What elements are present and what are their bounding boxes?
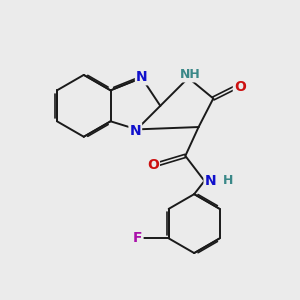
Text: N: N: [130, 124, 141, 138]
Text: O: O: [234, 80, 246, 94]
Text: N: N: [136, 70, 148, 84]
Text: N: N: [205, 174, 216, 188]
Text: NH: NH: [180, 68, 201, 81]
Text: H: H: [223, 174, 233, 188]
Text: O: O: [147, 158, 159, 172]
Text: F: F: [133, 231, 142, 245]
